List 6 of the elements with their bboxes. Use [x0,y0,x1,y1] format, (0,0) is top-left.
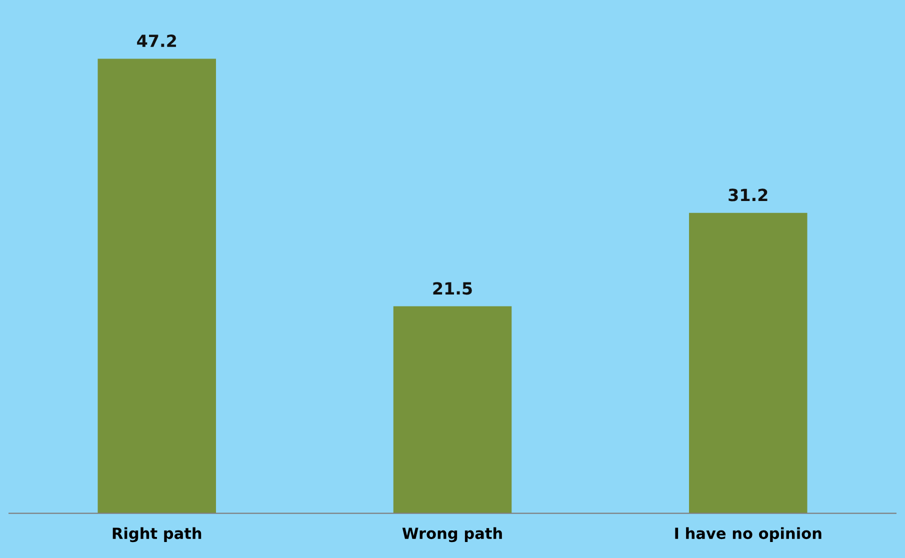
x-tick-label: Wrong path [402,527,502,542]
data-label: 21.5 [433,282,472,295]
x-tick-label: Right path [112,527,202,542]
x-tick-label: I have no opinion [675,527,822,542]
data-label: 47.2 [137,34,176,47]
data-label: 31.2 [728,188,768,202]
